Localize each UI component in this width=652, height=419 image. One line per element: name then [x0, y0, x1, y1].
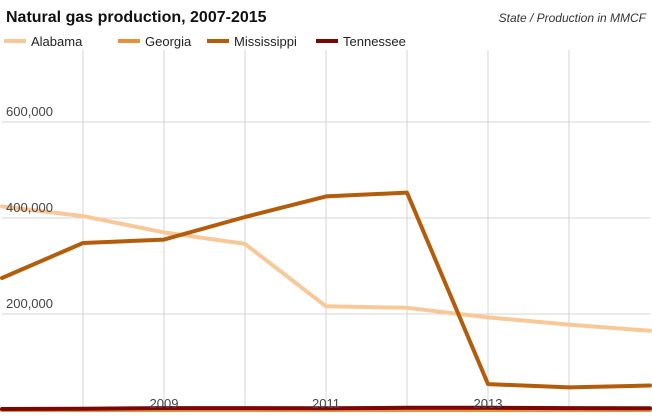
series-line-tennessee	[0, 405, 652, 411]
x-tick-label: 2011	[312, 396, 340, 411]
y-tick-label: 200,000	[6, 296, 53, 311]
axis-ticks: 200,000 400,000 600,000 2009 2011 2013	[6, 104, 502, 411]
legend: Alabama Georgia Mississippi Tennessee	[4, 34, 406, 49]
legend-label: Alabama	[31, 34, 83, 49]
legend-label: Georgia	[145, 34, 192, 49]
legend-item-tennessee: Tennessee	[316, 34, 406, 49]
gridlines	[2, 50, 650, 410]
legend-item-georgia: Georgia	[118, 34, 192, 49]
legend-label: Tennessee	[343, 34, 406, 49]
series-line-mississippi	[0, 190, 652, 390]
y-tick-label: 600,000	[6, 104, 53, 119]
legend-label: Mississippi	[234, 34, 297, 49]
legend-item-alabama: Alabama	[4, 34, 83, 49]
legend-item-mississippi: Mississippi	[207, 34, 297, 49]
y-tick-label: 400,000	[6, 200, 53, 215]
x-tick-label: 2009	[150, 396, 179, 411]
series-lines	[0, 190, 652, 412]
series-line-alabama	[0, 204, 652, 333]
x-tick-label: 2013	[474, 396, 503, 411]
chart-subtitle: State / Production in MMCF	[499, 11, 647, 25]
chart-title: Natural gas production, 2007-2015	[6, 9, 267, 26]
